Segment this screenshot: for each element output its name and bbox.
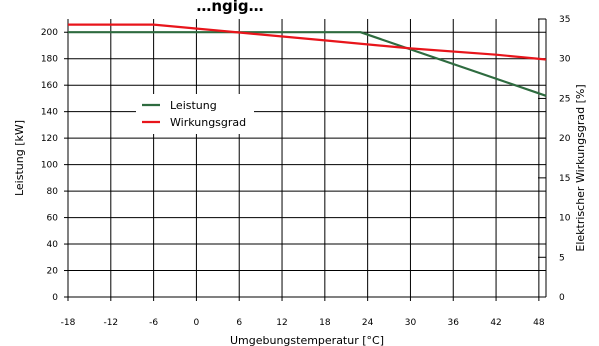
y2-tick-label: 15	[559, 174, 570, 184]
y2-tick-label: 5	[559, 253, 565, 263]
y2-tick-label: 25	[559, 94, 570, 104]
y-tick-label: 40	[47, 240, 59, 250]
y2-axis-title: Elektrischer Wirkungsgrad [%]	[574, 84, 587, 251]
x-tick-label: -18	[61, 318, 76, 328]
x-tick-label: 36	[448, 318, 460, 328]
y2-tick-label: 20	[559, 134, 571, 144]
x-tick-label: -12	[103, 318, 118, 328]
y-tick-label: 80	[47, 187, 59, 197]
x-tick-label: 0	[194, 318, 200, 328]
y2-tick-label: 0	[559, 293, 565, 303]
x-tick-label: 24	[362, 318, 374, 328]
y2-tick-label: 30	[559, 55, 571, 65]
series-line-wirkungsgrad	[68, 23, 547, 61]
y-tick-label: 60	[47, 214, 59, 224]
x-tick-label: 6	[236, 318, 242, 328]
x-tick-label: 48	[533, 318, 545, 328]
x-axis-title: Umgebungstemperatur [°C]	[230, 334, 384, 346]
x-tick-label: 18	[319, 318, 331, 328]
legend-box	[136, 94, 254, 134]
legend-label-leistung: Leistung	[170, 99, 217, 112]
y-tick-label: 120	[41, 134, 58, 144]
y-tick-label: 20	[47, 267, 59, 277]
y2-tick-label: 35	[559, 15, 570, 25]
y-tick-label: 180	[41, 55, 58, 65]
y-tick-label: 200	[41, 28, 58, 38]
y-tick-label: 0	[52, 293, 58, 303]
y-axis-title: Leistung [kW]	[13, 120, 26, 196]
y-tick-label: 160	[41, 81, 58, 91]
y-tick-label: 140	[41, 108, 58, 118]
legend-label-wirkungsgrad: Wirkungsgrad	[170, 116, 246, 129]
x-tick-label: -6	[149, 318, 158, 328]
x-tick-label: 12	[276, 318, 287, 328]
chart-title: …ngig…	[196, 0, 263, 15]
x-tick-label: 42	[490, 318, 501, 328]
y-tick-label: 100	[41, 161, 58, 171]
y2-tick-label: 10	[559, 214, 571, 224]
series-line-leistung	[68, 31, 547, 97]
x-tick-label: 30	[405, 318, 417, 328]
